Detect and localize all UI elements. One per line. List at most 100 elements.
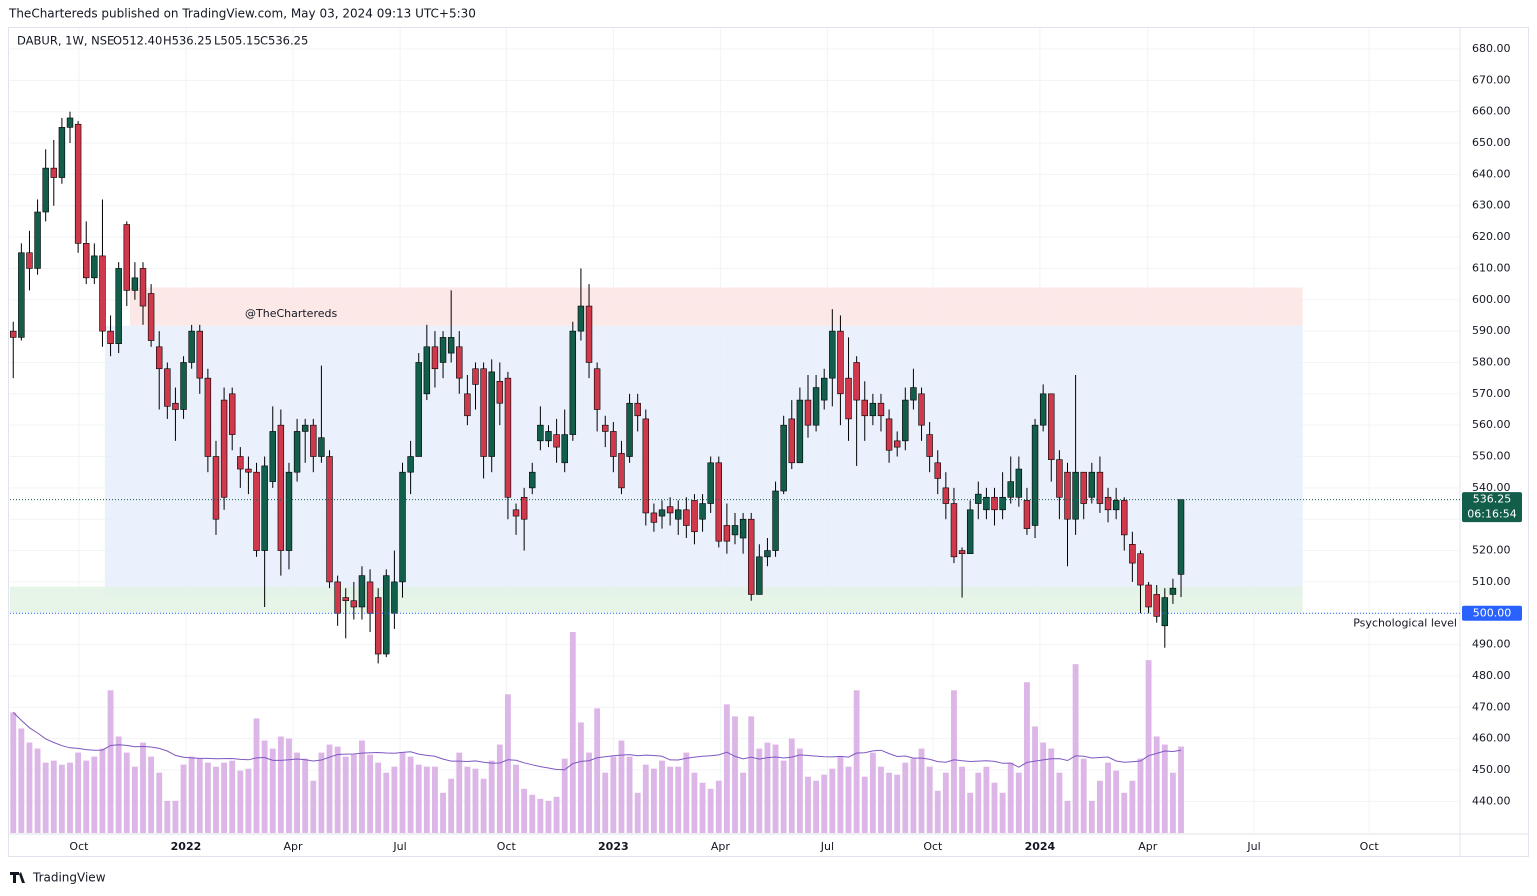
- candle-body: [861, 399, 868, 417]
- volume-bar: [715, 780, 722, 833]
- volume-bar: [1024, 682, 1030, 833]
- candle-body: [196, 330, 203, 379]
- volume-bar: [1007, 762, 1014, 833]
- chart-frame: [8, 27, 1529, 857]
- candle-body: [99, 255, 106, 332]
- volume-bar: [707, 788, 714, 833]
- candle-body: [391, 581, 398, 614]
- candle-body: [975, 493, 982, 504]
- volume-bar: [1161, 744, 1168, 833]
- y-tick-label: 590.00: [1472, 324, 1511, 337]
- volume-bar: [861, 776, 868, 833]
- volume-bar: [18, 728, 25, 833]
- volume-bar: [683, 752, 690, 833]
- candle-body: [626, 402, 633, 457]
- volume-bar: [488, 760, 495, 833]
- volume-bar: [1056, 772, 1063, 833]
- volume-bar: [480, 778, 487, 833]
- candle-body: [585, 305, 593, 363]
- candle-body: [1007, 481, 1014, 498]
- volume-bar: [772, 744, 779, 833]
- candle-body: [407, 456, 414, 473]
- y-tick-label: 490.00: [1472, 638, 1511, 651]
- y-tick-label: 610.00: [1472, 261, 1511, 274]
- volume-bar: [318, 752, 325, 833]
- candle-body: [869, 402, 877, 417]
- volume-bar: [67, 762, 73, 833]
- y-tick-label: 600.00: [1472, 293, 1511, 306]
- volume-bar: [959, 766, 965, 833]
- countdown-label: 06:16:54: [1467, 508, 1516, 521]
- volume-bar: [967, 792, 974, 833]
- y-tick-label: 520.00: [1472, 544, 1511, 557]
- candle-body: [1064, 471, 1071, 520]
- volume-bar: [164, 800, 171, 833]
- price-label: 536.25: [1473, 493, 1512, 506]
- candle-body: [293, 431, 301, 473]
- candle-body: [58, 127, 66, 178]
- candle-body: [983, 496, 990, 511]
- zone: [104, 325, 1303, 595]
- header: TheChartereds published on TradingView.c…: [8, 7, 476, 21]
- volume-bar: [1153, 736, 1160, 833]
- candle-body: [326, 456, 333, 583]
- volume-bar: [610, 756, 617, 833]
- volume-bar: [1088, 800, 1095, 833]
- candle-body: [1096, 471, 1104, 504]
- candle-body: [650, 512, 658, 523]
- candle-body: [926, 434, 933, 457]
- volume-bar: [261, 740, 268, 833]
- volume-bar: [1178, 746, 1184, 833]
- candle-body: [66, 117, 74, 128]
- x-tick-label: Oct: [923, 840, 943, 853]
- candle-body: [529, 471, 536, 489]
- volume-bar: [529, 794, 536, 833]
- volume-bar: [1105, 762, 1111, 833]
- candle-body: [756, 556, 763, 595]
- candle-body: [747, 518, 755, 595]
- y-tick-label: 460.00: [1472, 732, 1511, 745]
- candle-body: [553, 434, 560, 448]
- candle-body: [26, 252, 33, 269]
- volume-bar: [513, 764, 519, 833]
- candle-body: [42, 167, 49, 213]
- candle-body: [131, 277, 139, 291]
- volume-bar: [983, 766, 990, 833]
- volume-bar: [691, 772, 698, 833]
- x-tick-label: 2023: [598, 840, 629, 853]
- candle-body: [147, 293, 155, 341]
- y-tick-label: 620.00: [1472, 230, 1511, 243]
- candle-body: [569, 330, 577, 435]
- volume-bar: [26, 742, 33, 833]
- volume-bar: [75, 752, 82, 833]
- x-tick-label: Jul: [392, 840, 406, 853]
- volume-bar: [869, 752, 876, 833]
- volume-bar: [999, 792, 1006, 833]
- candle-body: [683, 509, 690, 526]
- volume-bar: [926, 766, 933, 833]
- volume-bar: [107, 690, 114, 833]
- candle-body: [1145, 584, 1152, 608]
- y-tick-label: 450.00: [1472, 763, 1511, 776]
- y-tick-label: 470.00: [1472, 700, 1511, 713]
- legend-open: O512.40: [113, 34, 162, 48]
- volume-bar: [878, 766, 884, 833]
- volume-bar: [918, 748, 925, 833]
- volume-bar: [399, 752, 406, 833]
- candle-body: [593, 368, 601, 410]
- volume-bar: [1137, 758, 1144, 833]
- watermark: @TheChartereds: [245, 307, 337, 320]
- volume-bar: [951, 690, 957, 833]
- volume-bar: [440, 792, 446, 833]
- candle-body: [310, 424, 317, 457]
- volume-bar: [1048, 748, 1055, 833]
- volume-bar: [553, 796, 560, 833]
- volume-bar: [521, 788, 528, 833]
- x-tick-label: Apr: [284, 840, 304, 853]
- volume-bar: [99, 748, 106, 833]
- candle-body: [253, 471, 260, 551]
- volume-bar: [764, 742, 771, 833]
- candle-body: [83, 243, 90, 279]
- volume-bar: [156, 772, 163, 833]
- volume-bar: [537, 798, 544, 833]
